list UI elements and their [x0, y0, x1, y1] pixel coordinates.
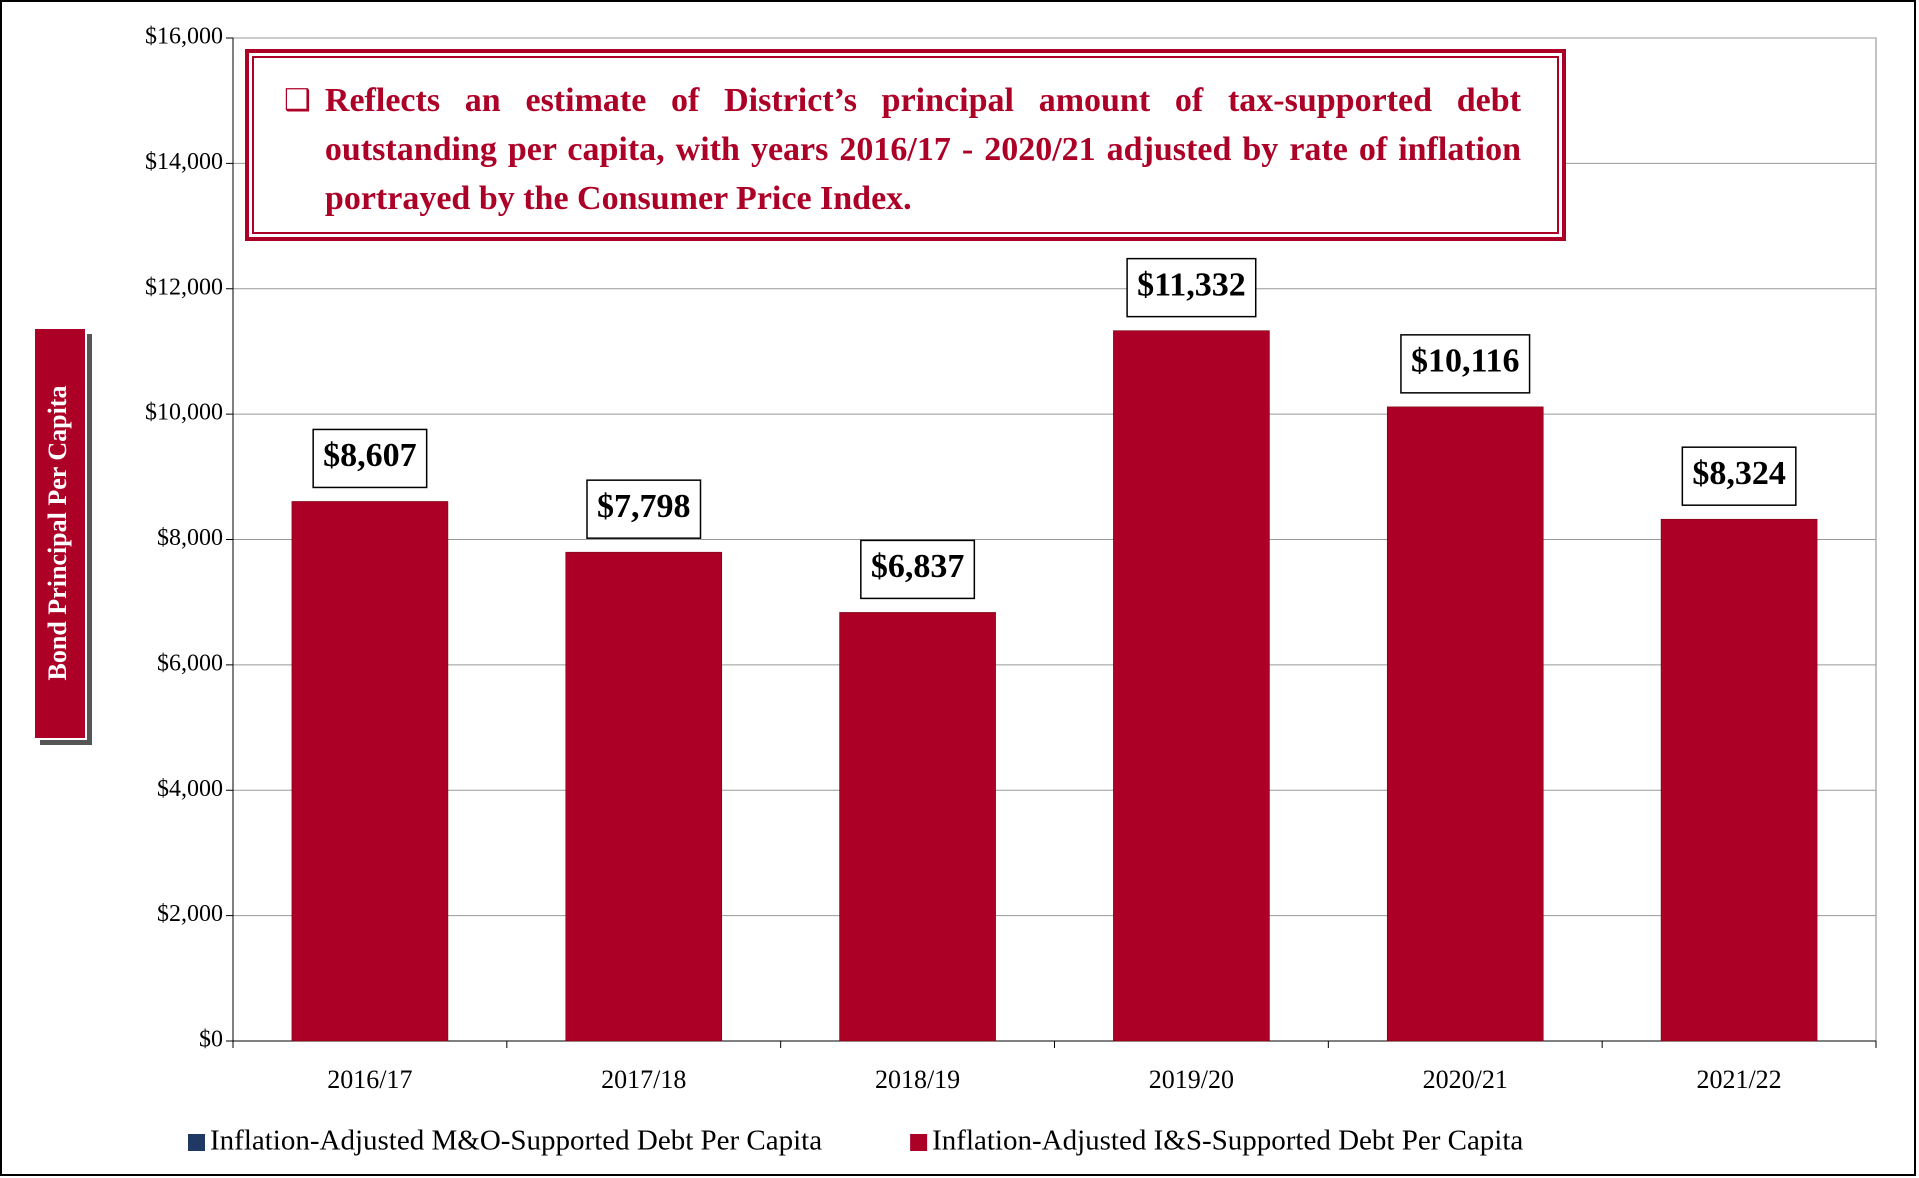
bar: [565, 551, 723, 1042]
data-label-box: [1400, 334, 1531, 394]
y-axis-label: Bond Principal Per Capita: [43, 386, 72, 681]
bar: [291, 501, 449, 1042]
bar: [1113, 330, 1270, 1042]
legend-swatch: [910, 1134, 928, 1151]
x-tick-label: 2016/17: [327, 1065, 412, 1094]
bullet: ❑: [284, 84, 311, 117]
data-label-group: $8,607: [312, 428, 428, 489]
y-tick-label: $14,000: [145, 149, 223, 175]
data-label: $8,324: [1692, 455, 1786, 492]
data-label-group: $10,116: [1400, 334, 1531, 394]
y-tick-label: $12,000: [145, 274, 223, 300]
y-label-bg: [33, 327, 87, 740]
data-label-box: [860, 539, 976, 600]
data-label-box: [586, 479, 702, 539]
data-label-box: [312, 428, 428, 489]
y-label-box: Bond Principal Per Capita: [33, 327, 92, 745]
y-tick-label: $16,000: [145, 24, 223, 50]
x-tick-label: 2017/18: [601, 1065, 686, 1094]
y-tick-label: $8,000: [157, 525, 223, 551]
data-label: $11,332: [1137, 266, 1246, 303]
data-label-group: $8,324: [1681, 446, 1797, 506]
data-label-group: $11,332: [1126, 257, 1257, 318]
bar: [1386, 406, 1544, 1042]
x-tick-label: 2021/22: [1696, 1065, 1781, 1094]
data-label-group: $6,837: [860, 539, 976, 600]
x-tick-label: 2019/20: [1149, 1065, 1234, 1094]
annotation: Reflects an estimate of District’s princ…: [324, 82, 1521, 217]
y-tick-label: $2,000: [157, 901, 223, 927]
data-label: $7,798: [597, 488, 691, 525]
legend-label: Inflation-Adjusted I&S-Supported Debt Pe…: [932, 1125, 1523, 1157]
x-tick-label: 2018/19: [875, 1065, 960, 1094]
legend-swatch: [188, 1134, 205, 1151]
data-label: $8,607: [323, 437, 417, 474]
y-tick-label: $10,000: [145, 400, 223, 426]
data-label: $6,837: [871, 548, 965, 585]
data-label-box: [1126, 257, 1257, 318]
annotation-inner: ❑ Reflects an estimate of District’s pri…: [252, 56, 1559, 234]
bar: [839, 612, 996, 1042]
y-tick-label: $4,000: [157, 776, 223, 802]
data-label-group: $7,798: [586, 479, 702, 539]
data-label: $10,116: [1411, 343, 1520, 380]
annotation-box: ❑ Reflects an estimate of District’s pri…: [245, 49, 1566, 241]
x-tick-label: 2020/21: [1423, 1065, 1508, 1094]
y-tick-label: $6,000: [157, 650, 223, 676]
data-label-box: [1681, 446, 1797, 506]
legend-label: Inflation-Adjusted M&O-Supported Debt Pe…: [210, 1125, 822, 1157]
y-tick-label: $0: [199, 1027, 223, 1053]
bar: [1660, 518, 1818, 1042]
